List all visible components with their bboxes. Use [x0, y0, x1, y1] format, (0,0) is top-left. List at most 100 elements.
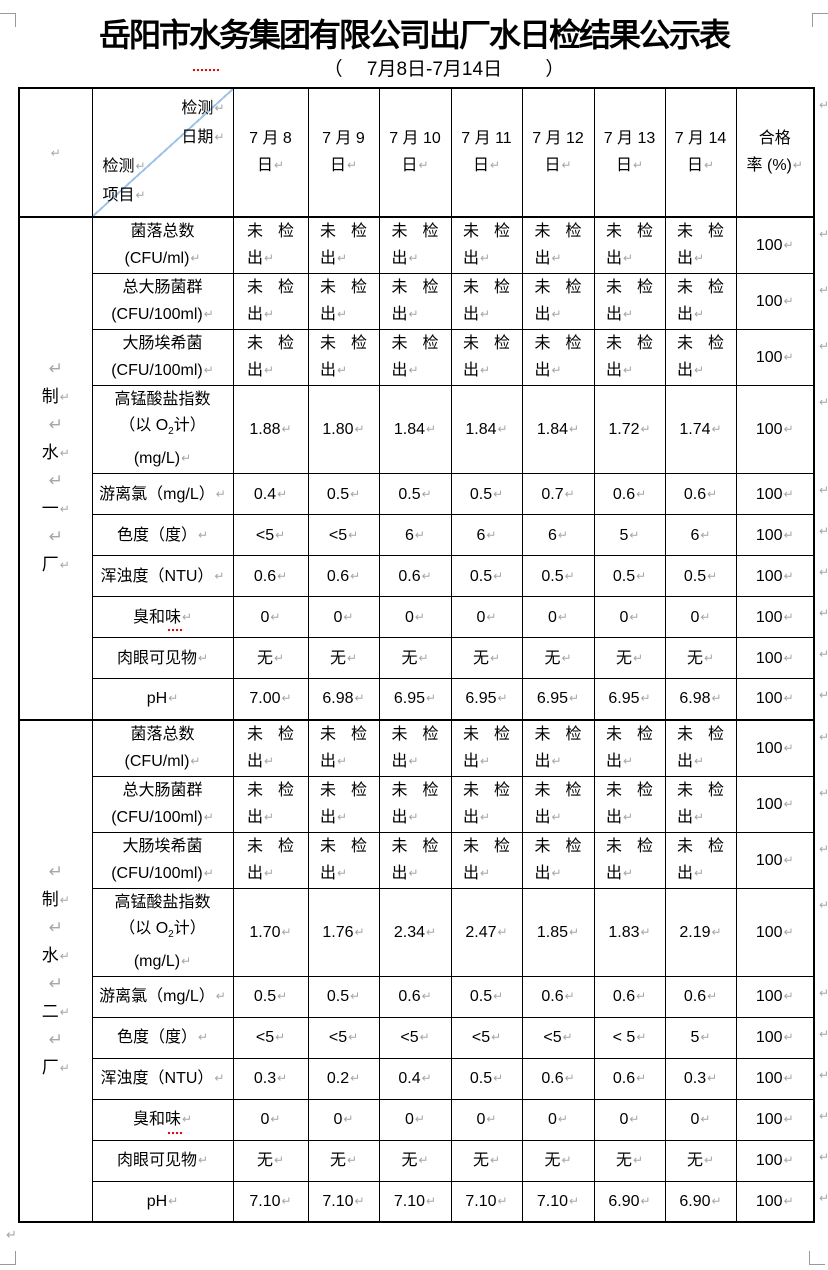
paragraph-mark: ↵ [59, 1005, 70, 1020]
paragraph-mark: ↵ [264, 307, 275, 321]
paragraph-mark: ↵ [350, 486, 361, 501]
paragraph-mark: ↵ [281, 691, 292, 706]
item-cell: 游离氯（mg/L）↵ [91, 975, 234, 1018]
paragraph-mark: ↵ [281, 1194, 292, 1209]
paragraph-mark: ↵ [783, 1112, 794, 1127]
paragraph-mark: ↵ [700, 609, 711, 624]
paragraph-mark: ↵ [818, 1067, 828, 1082]
value-cell: 未检出↵ [232, 775, 309, 833]
paragraph-mark: ↵ [418, 650, 429, 665]
paragraph-mark: ↵ [59, 390, 70, 405]
value-cell: 未检出↵ [521, 216, 595, 274]
paragraph-mark: ↵ [480, 307, 491, 321]
paragraph-mark: ↵ [707, 1071, 718, 1086]
paragraph-mark: ↵ [350, 568, 361, 583]
paragraph-mark: ↵ [493, 486, 504, 501]
rate-cell: 100↵ ↵ [735, 273, 828, 330]
value-cell: 未检出↵ [232, 718, 309, 777]
value-cell: 5↵ [593, 514, 666, 557]
value-cell: 1.72↵ [593, 384, 666, 475]
paragraph-mark: ↵ [623, 251, 634, 265]
table-row: 游离氯（mg/L）↵ 0.5↵ 0.5↵ 0.6↵ 0.5↵ 0.6↵ 0.6↵ 0.6↵ 10… [19, 975, 828, 1018]
value-cell: 0↵ [664, 596, 737, 639]
paragraph-mark: ↵ [623, 809, 634, 824]
paragraph-mark: ↵ [694, 753, 705, 768]
paragraph-mark: ↵ [214, 1071, 225, 1086]
paragraph-mark: ↵ [818, 1108, 828, 1123]
paragraph-mark: ↵ [783, 796, 794, 811]
value-cell: 2.47↵ [450, 887, 523, 977]
paragraph-mark: ↵ [408, 363, 419, 377]
value-cell: 1.84↵ [521, 384, 595, 475]
value-cell: 0.6↵ [232, 555, 309, 598]
value-cell: 0.2↵ [307, 1057, 380, 1100]
value-cell: 无↵ [664, 637, 737, 680]
paragraph-mark: ↵ [561, 650, 572, 665]
paragraph-mark: ↵ [480, 809, 491, 824]
table-row: 高锰酸盐指数 （以 O2计） (mg/L)↵ 1.88↵ 1.80↵ 1.84↵ 1.84↵… [19, 384, 828, 475]
paragraph-mark: ↵ [426, 691, 437, 706]
paragraph-mark: ↵ [281, 924, 292, 939]
paragraph-mark: ↵ [408, 753, 419, 768]
value-cell: 6.90↵ [664, 1180, 737, 1223]
rate-cell: 100↵ ↵ [735, 514, 828, 557]
paragraph-mark: ↵ [632, 1153, 644, 1168]
value-cell: 未检出↵ [593, 329, 666, 386]
paragraph-mark: ↵ [50, 145, 61, 160]
paragraph-mark: ↵ [426, 422, 437, 437]
rate-cell: 100↵ ↵ [735, 216, 828, 274]
paragraph-mark: ↵ [694, 363, 705, 377]
date-header-cell: 7 月 8 日↵ [232, 87, 309, 218]
date-header-cell: 7 月 11 日↵ [450, 87, 523, 218]
paragraph-mark: ↵ [551, 809, 562, 824]
paragraph-mark: ↵ [493, 1071, 504, 1086]
paragraph-mark: ↵ [408, 251, 419, 265]
value-cell: 未检出↵ [378, 831, 452, 889]
paragraph-mark: ↵ [277, 989, 288, 1004]
paragraph-mark: ↵ [551, 251, 562, 265]
paragraph-mark: ↵ [181, 609, 193, 624]
value-cell: < 5↵ [593, 1016, 666, 1059]
paragraph-mark: ↵ [783, 852, 794, 867]
value-cell: <5↵ [378, 1016, 452, 1059]
page-corner-mark [0, 1251, 16, 1265]
table-row: ↵ 制↵ ↵ 水↵ ↵ 二↵ ↵ 厂↵ 菌落总数 (CFU/ml)↵ 未检出↵ 未检出↵ 未检出↵ 未检出… [18, 718, 828, 1223]
value-cell: 未检出↵ [307, 329, 380, 386]
paragraph-mark: ↵ [491, 1030, 502, 1045]
paragraph-mark: ↵ [135, 159, 146, 173]
value-cell: 0.6↵ [593, 975, 666, 1018]
value-cell: 0.5↵ [450, 473, 523, 516]
item-cell: 游离氯（mg/L）↵ [91, 473, 234, 516]
value-cell: 未检出↵ [450, 216, 523, 274]
paragraph-mark: ↵ [354, 1194, 365, 1209]
paragraph-mark: ↵ [493, 989, 504, 1004]
value-cell: 2.34↵ [378, 887, 452, 977]
value-cell: 未检出↵ [664, 718, 737, 777]
paragraph-mark: ↵ [711, 924, 722, 939]
paragraph-mark: ↵ [703, 158, 715, 172]
table-row: 大肠埃希菌 (CFU/100ml)↵ 未检出↵ 未检出↵ 未检出↵ 未检出↵ 未检出↵ 未检出… [19, 329, 828, 386]
paragraph-mark: ↵ [818, 395, 828, 409]
value-cell: 0↵ [521, 1098, 595, 1141]
value-cell: 未检出↵ [232, 216, 309, 274]
paragraph-mark: ↵ [561, 158, 572, 172]
paragraph-mark: ↵ [270, 1112, 281, 1127]
paragraph-mark: ↵ [264, 753, 275, 768]
paragraph-mark: ↵ [818, 897, 828, 912]
table-row: 高锰酸盐指数 （以 O2计） (mg/L)↵ 1.70↵ 1.76↵ 2.34↵ 2.47↵… [19, 887, 828, 977]
value-cell: 7.10↵ [521, 1180, 595, 1223]
value-cell: 7.10↵ [307, 1180, 380, 1223]
item-cell: 臭和味↵ [91, 596, 234, 639]
value-cell: 7.10↵ [378, 1180, 452, 1223]
value-cell: 0.6↵ [593, 473, 666, 516]
value-cell: 未检出↵ [378, 273, 452, 330]
table-row: 色度（度）↵ <5↵ <5↵ 6↵ 6↵ 6↵ 5↵ 6↵ 100↵ ↵ [19, 514, 828, 557]
paragraph-mark: ↵ [350, 1071, 361, 1086]
value-cell: 无↵ [232, 637, 309, 680]
rate-cell: 100↵ ↵ [735, 1180, 828, 1223]
value-cell: 6.95↵ [450, 678, 523, 721]
rate-cell: 100↵ ↵ [735, 329, 828, 386]
paragraph-mark: ↵ [783, 691, 794, 706]
paragraph-mark: ↵ [783, 486, 794, 501]
paragraph-mark: ↵ [557, 527, 568, 542]
